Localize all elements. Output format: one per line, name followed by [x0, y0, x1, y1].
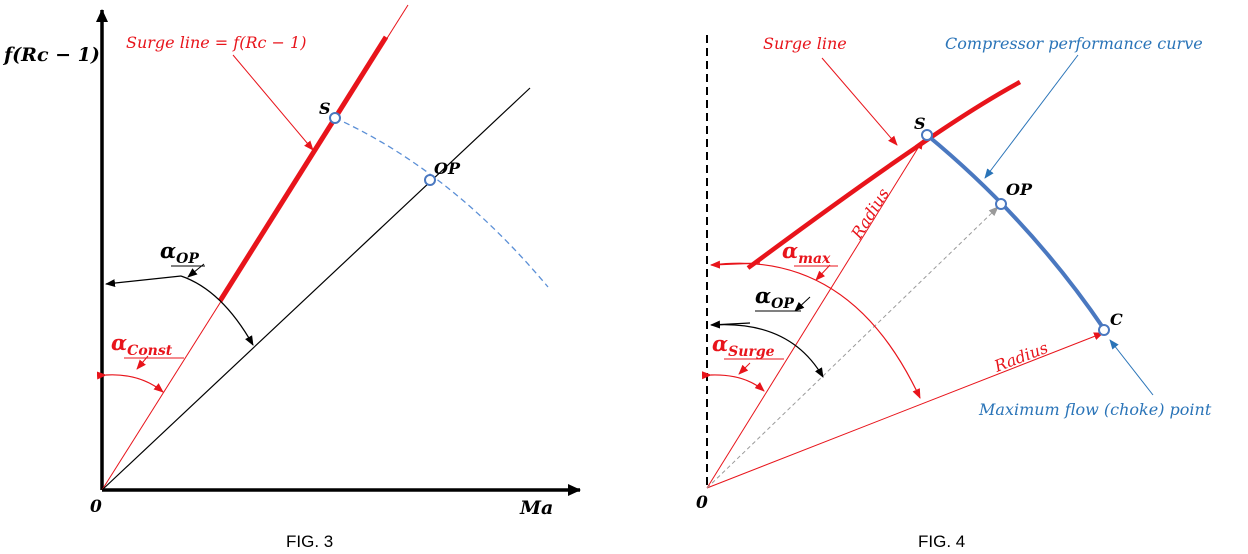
- fig3-point-op: [424, 174, 436, 186]
- fig4-point-c: [1098, 324, 1110, 336]
- fig4-point-op-label: OP: [1006, 180, 1033, 199]
- fig3-group: [96, 4, 581, 496]
- fig4-alpha-surge-label: αSurge: [712, 331, 775, 360]
- fig4-op-ray: [706, 206, 999, 489]
- fig4-radius-upper: [706, 139, 924, 489]
- fig3-alpha-op-arc: [180, 275, 254, 346]
- fig3-alpha-const-arc: [96, 371, 164, 393]
- fig4-surge-label-arrow: [821, 57, 898, 146]
- fig3-alpha-const-label: αConst: [111, 330, 173, 359]
- fig4-surge-curve: [746, 80, 1022, 270]
- fig4-choke-label: Maximum flow (choke) point: [978, 400, 1212, 419]
- fig4-group: [701, 35, 1154, 489]
- fig3-x-axis-label: Ma: [519, 497, 553, 519]
- fig4-alpha-op-label: αOP: [755, 283, 794, 312]
- fig3-point-s-label: S: [319, 99, 331, 118]
- fig4-radius-lower: [706, 332, 1104, 489]
- fig4-point-op: [995, 198, 1007, 210]
- fig3-dashed-curve: [334, 117, 549, 288]
- fig3-point-op-label: OP: [434, 159, 461, 178]
- fig4-performance-curve: [925, 133, 1106, 331]
- fig3-surge-line: [217, 35, 389, 303]
- fig4-caption: FIG. 4: [918, 532, 965, 551]
- fig4-radius-lower-label: Radius: [991, 338, 1051, 376]
- fig3-origin-label: 0: [90, 497, 102, 517]
- fig3-surge-label: Surge line = f(Rc − 1): [126, 33, 306, 52]
- fig4-choke-label-arrow: [1109, 339, 1154, 396]
- fig3-y-axis-label: f(Rc − 1): [2, 44, 100, 66]
- fig4-alpha-op-arc-start: [710, 320, 751, 329]
- fig3-alpha-op-arc-start: [105, 275, 182, 288]
- fig4-point-c-label: C: [1110, 310, 1123, 329]
- fig4-alpha-max-arc-start: [710, 260, 761, 269]
- fig4-point-s: [921, 129, 933, 141]
- fig4-alpha-max-arc: [711, 262, 921, 399]
- fig3-caption: FIG. 3: [286, 532, 333, 551]
- fig4-alpha-max-label: αmax: [782, 238, 831, 267]
- fig4-alpha-surge-arc: [701, 371, 765, 392]
- fig4-alpha-op-pointer: [794, 296, 811, 312]
- fig3-point-s: [329, 112, 341, 124]
- fig4-alpha-surge-pointer: [738, 362, 751, 375]
- fig4-alpha-op-arc: [711, 323, 824, 378]
- fig3-surge-label-arrow: [232, 54, 314, 151]
- fig3-alpha-op-label: αOP: [160, 238, 199, 267]
- fig4-surge-label: Surge line: [763, 34, 847, 53]
- fig4-perf-label-arrow: [984, 54, 1079, 179]
- fig4-point-s-label: S: [914, 114, 926, 133]
- fig4-origin-label: 0: [696, 493, 708, 513]
- fig4-perf-label: Compressor performance curve: [945, 34, 1203, 53]
- fig3-op-ray: [101, 87, 531, 491]
- fig4-alpha-max-pointer: [815, 264, 831, 281]
